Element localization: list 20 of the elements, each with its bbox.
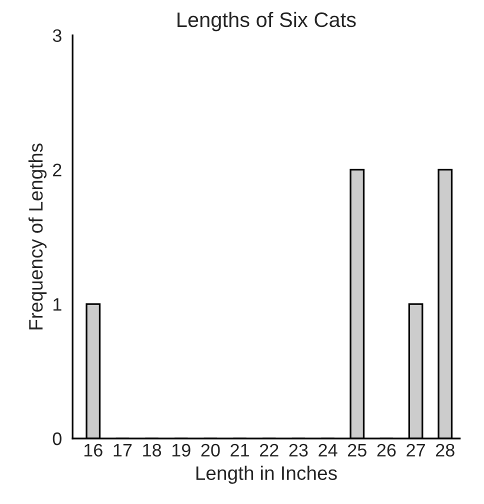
chart-title: Lengths of Six Cats [178,12,356,32]
x-tick-label: 25 [348,444,366,457]
y-tick-label: 2 [53,164,62,176]
x-tick-label: 17 [114,444,132,456]
x-tick-label: 16 [84,444,102,457]
x-tick-label: 26 [377,444,396,457]
x-tick-label: 28 [436,444,454,457]
y-axis-title: Frequency of Lengths [28,144,47,330]
y-tick-label: 1 [54,298,62,311]
x-tick-label: 24 [318,444,338,456]
x-tick-label: 20 [201,444,220,457]
y-tick-label: 0 [52,432,62,446]
x-tick-label: 27 [406,444,425,456]
x-tick-label: 23 [289,444,308,457]
x-tick-label: 22 [260,444,278,456]
x-tick-label: 18 [143,444,162,457]
x-tick-label: 19 [172,444,190,457]
x-axis-title: Length in Inches [196,466,337,484]
y-tick-label: 3 [52,29,62,42]
x-tick-label: 21 [230,444,249,456]
